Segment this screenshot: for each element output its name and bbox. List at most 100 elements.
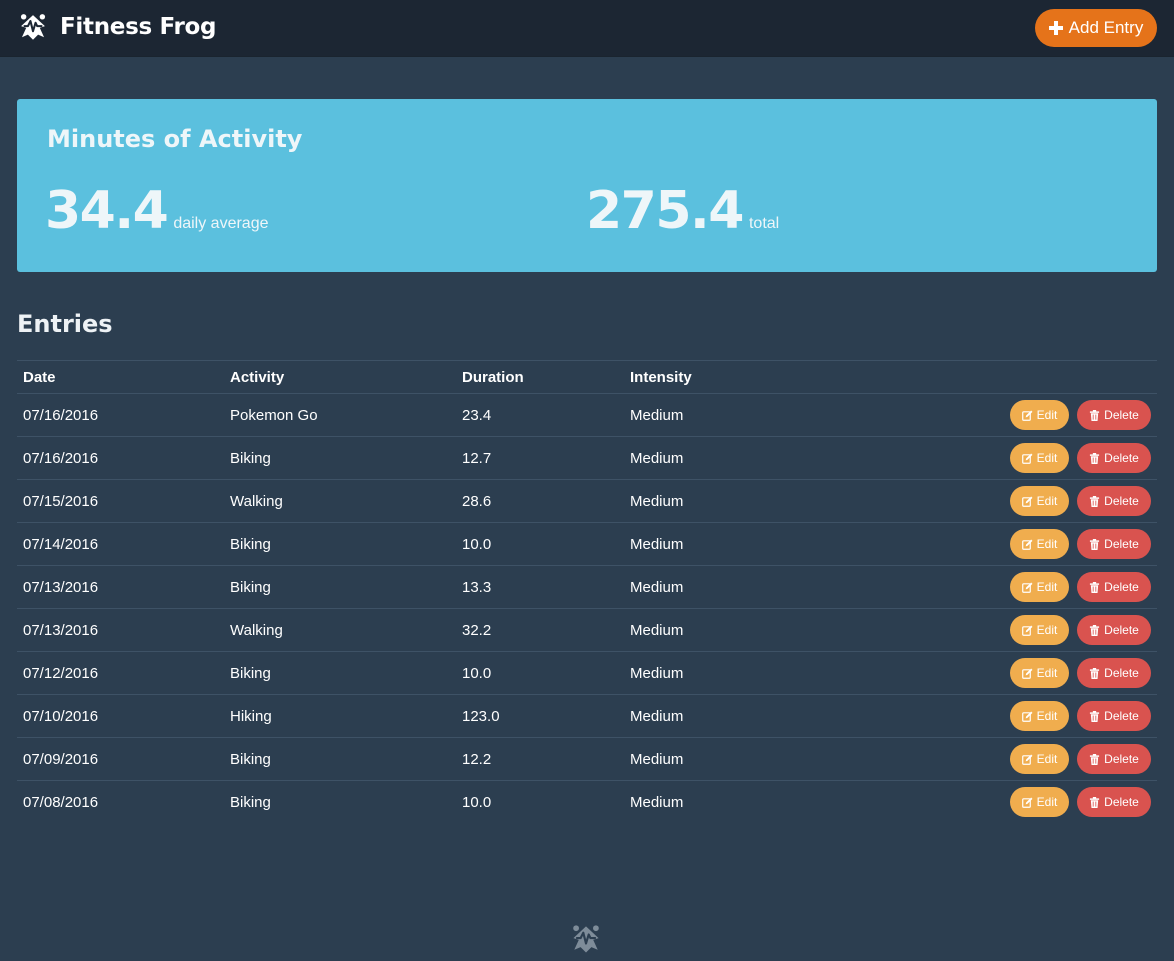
plus-icon — [1048, 21, 1063, 35]
entry-duration: 12.7 — [456, 436, 624, 480]
entry-intensity: Medium — [624, 565, 824, 609]
edit-icon — [1021, 453, 1033, 464]
edit-button[interactable]: Edit — [1010, 400, 1069, 430]
entry-duration: 32.2 — [456, 608, 624, 652]
entry-intensity: Medium — [624, 780, 824, 824]
edit-icon — [1021, 797, 1033, 808]
entry-duration: 10.0 — [456, 651, 624, 695]
column-header-intensity: Intensity — [624, 360, 824, 394]
edit-icon — [1021, 668, 1033, 679]
edit-button[interactable]: Edit — [1010, 529, 1069, 559]
entry-duration: 123.0 — [456, 694, 624, 738]
add-entry-label: Add Entry — [1068, 18, 1144, 37]
edit-icon — [1021, 582, 1033, 593]
entry-actions: Edit Delete — [824, 737, 1157, 781]
entry-intensity: Medium — [624, 608, 824, 652]
entry-activity: Walking — [224, 608, 456, 652]
edit-button[interactable]: Edit — [1010, 658, 1069, 688]
edit-button[interactable]: Edit — [1010, 572, 1069, 602]
entry-duration: 13.3 — [456, 565, 624, 609]
delete-button[interactable]: Delete — [1077, 744, 1151, 774]
entry-actions-group: Edit Delete — [830, 744, 1151, 774]
footer-frog-icon — [573, 925, 599, 953]
edit-label: Edit — [1036, 666, 1058, 680]
delete-button[interactable]: Delete — [1077, 701, 1151, 731]
delete-button[interactable]: Delete — [1077, 400, 1151, 430]
entry-intensity: Medium — [624, 479, 824, 523]
edit-label: Edit — [1036, 408, 1058, 422]
table-row: 07/16/2016 Pokemon Go 23.4 Medium Edit Delete — [17, 393, 1157, 437]
trash-icon — [1090, 409, 1100, 421]
entry-activity: Biking — [224, 780, 456, 824]
entries-table: Date Activity Duration Intensity 07/16/2… — [17, 360, 1157, 824]
edit-label: Edit — [1036, 623, 1058, 637]
delete-label: Delete — [1104, 451, 1139, 465]
edit-label: Edit — [1036, 580, 1058, 594]
entry-actions-group: Edit Delete — [830, 787, 1151, 818]
edit-icon — [1021, 625, 1033, 636]
add-entry-button[interactable]: Add Entry — [1035, 9, 1157, 47]
entry-intensity: Medium — [624, 651, 824, 695]
delete-label: Delete — [1104, 795, 1139, 810]
edit-label: Edit — [1036, 752, 1058, 766]
edit-button[interactable]: Edit — [1010, 443, 1069, 473]
delete-button[interactable]: Delete — [1077, 658, 1151, 688]
entry-date: 07/08/2016 — [17, 780, 224, 824]
delete-label: Delete — [1104, 623, 1139, 637]
entry-actions-group: Edit Delete — [830, 529, 1151, 559]
entry-actions: Edit Delete — [824, 780, 1157, 824]
trash-icon — [1090, 753, 1100, 765]
table-row: 07/12/2016 Biking 10.0 Medium Edit Delete — [17, 651, 1157, 695]
edit-button[interactable]: Edit — [1010, 701, 1069, 731]
table-row: 07/15/2016 Walking 28.6 Medium Edit Delete — [17, 479, 1157, 523]
table-row: 07/13/2016 Walking 32.2 Medium Edit Delete — [17, 608, 1157, 652]
entry-actions: Edit Delete — [824, 608, 1157, 652]
edit-button[interactable]: Edit — [1010, 486, 1069, 516]
edit-icon — [1021, 496, 1033, 507]
column-header-duration: Duration — [456, 360, 624, 394]
entry-intensity: Medium — [624, 522, 824, 566]
edit-button[interactable]: Edit — [1010, 787, 1069, 818]
edit-label: Edit — [1036, 795, 1058, 810]
edit-icon — [1021, 711, 1033, 722]
daily-average-value: 34.4 — [45, 181, 169, 241]
delete-button[interactable]: Delete — [1077, 787, 1151, 818]
entry-activity: Biking — [224, 565, 456, 609]
column-header-activity: Activity — [224, 360, 456, 394]
edit-label: Edit — [1036, 451, 1058, 465]
delete-button[interactable]: Delete — [1077, 615, 1151, 645]
brand-link[interactable]: Fitness Frog — [16, 10, 217, 44]
entry-actions: Edit Delete — [824, 694, 1157, 738]
entry-date: 07/13/2016 — [17, 565, 224, 609]
activity-stats-panel: Minutes of Activity 34.4 daily average 2… — [17, 99, 1157, 272]
trash-icon — [1090, 581, 1100, 593]
entry-intensity: Medium — [624, 694, 824, 738]
entry-actions-group: Edit Delete — [830, 400, 1151, 430]
delete-label: Delete — [1104, 666, 1139, 680]
entry-actions-group: Edit Delete — [830, 572, 1151, 602]
delete-label: Delete — [1104, 494, 1139, 508]
entry-duration: 28.6 — [456, 479, 624, 523]
total-label: total — [748, 215, 780, 232]
daily-average-stat: 34.4 daily average — [45, 181, 268, 241]
entry-date: 07/13/2016 — [17, 608, 224, 652]
delete-button[interactable]: Delete — [1077, 486, 1151, 516]
edit-button[interactable]: Edit — [1010, 744, 1069, 774]
edit-button[interactable]: Edit — [1010, 615, 1069, 645]
delete-button[interactable]: Delete — [1077, 443, 1151, 473]
table-row: 07/14/2016 Biking 10.0 Medium Edit Delete — [17, 522, 1157, 566]
delete-label: Delete — [1104, 709, 1139, 723]
entry-duration: 23.4 — [456, 393, 624, 437]
entry-activity: Biking — [224, 436, 456, 480]
daily-average-label: daily average — [173, 215, 269, 232]
delete-button[interactable]: Delete — [1077, 572, 1151, 602]
entry-duration: 12.2 — [456, 737, 624, 781]
delete-button[interactable]: Delete — [1077, 529, 1151, 559]
trash-icon — [1090, 667, 1100, 679]
entry-date: 07/16/2016 — [17, 393, 224, 437]
navbar: Fitness Frog Add Entry — [0, 0, 1174, 57]
edit-icon — [1021, 410, 1033, 421]
entry-duration: 10.0 — [456, 522, 624, 566]
entry-activity: Biking — [224, 522, 456, 566]
edit-label: Edit — [1036, 494, 1058, 508]
